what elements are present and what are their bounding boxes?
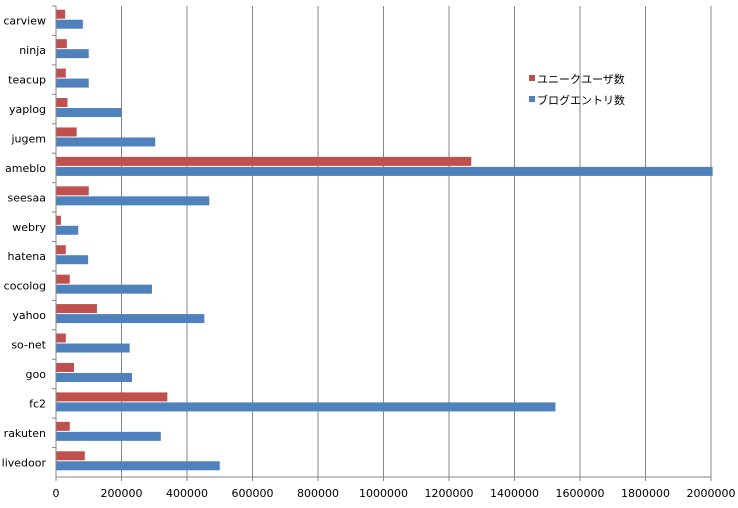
category-label: ameblo [5, 162, 46, 175]
category-label: so-net [11, 339, 46, 352]
category-label: carview [3, 15, 46, 28]
bar-unique-users [56, 392, 168, 402]
bar-unique-users [56, 156, 472, 166]
bar-blog-entries [56, 255, 89, 265]
category-label: cocolog [4, 280, 46, 293]
bar-unique-users [56, 68, 66, 78]
x-tick-label: 2000000 [687, 487, 736, 500]
bar-blog-entries [56, 284, 152, 294]
x-tick-label: 0 [53, 487, 60, 500]
bar-blog-entries [56, 225, 79, 235]
x-tick-label: 800000 [297, 487, 339, 500]
x-tick-label: 200000 [101, 487, 143, 500]
bar-unique-users [56, 245, 66, 255]
bar-blog-entries [56, 372, 132, 382]
category-labels: carview ninja teacup yaplog jugem ameblo seesa… [2, 5, 56, 469]
x-tick-label: 1800000 [621, 487, 670, 500]
category-label: hatena [7, 250, 46, 263]
category-label: yaplog [9, 103, 46, 116]
bars [56, 9, 713, 471]
bar-unique-users [56, 215, 61, 225]
x-tick-label: 1200000 [425, 487, 474, 500]
bar-blog-entries [56, 49, 89, 59]
bar-unique-users [56, 127, 77, 137]
bar-blog-entries [56, 108, 122, 118]
category-label: ninja [19, 44, 46, 57]
bar-unique-users [56, 304, 97, 314]
bar-blog-entries [56, 19, 83, 29]
bar-blog-entries [56, 196, 210, 206]
bar-unique-users [56, 98, 68, 108]
bar-blog-entries [56, 461, 220, 471]
x-tick-label: 600000 [232, 487, 274, 500]
legend-label: ユニークユーザ数 [537, 73, 625, 86]
category-label: teacup [8, 74, 46, 87]
bar-unique-users [56, 9, 66, 19]
legend-label: ブログエントリ数 [537, 93, 625, 107]
bar-blog-entries [56, 343, 130, 353]
bar-blog-entries [56, 137, 156, 147]
category-label: goo [26, 368, 47, 381]
x-tick-label: 1600000 [556, 487, 605, 500]
bar-blog-entries [56, 402, 556, 412]
category-label: fc2 [29, 397, 46, 410]
bar-unique-users [56, 333, 66, 343]
category-label: yahoo [12, 309, 46, 322]
legend-swatch [529, 75, 535, 81]
gridlines [55, 6, 712, 481]
bar-unique-users [56, 274, 70, 284]
x-tick-label: 1400000 [490, 487, 539, 500]
bar-blog-entries [56, 166, 713, 176]
bar-unique-users [56, 362, 75, 372]
category-label: webry [12, 221, 46, 234]
bar-unique-users [56, 421, 70, 431]
category-label: jugem [11, 132, 47, 145]
bar-blog-entries [56, 78, 89, 88]
x-tick-labels: 0 200000 400000 600000 800000 1000000 1200000 1… [53, 487, 736, 500]
bar-blog-entries [56, 431, 161, 441]
legend-swatch [529, 96, 535, 102]
bar-unique-users [56, 451, 85, 461]
category-label: livedoor [2, 456, 47, 469]
x-tick-label: 1000000 [359, 487, 408, 500]
bar-unique-users [56, 39, 67, 49]
category-label: seesaa [8, 191, 46, 204]
bar-blog-entries [56, 314, 205, 324]
bar-unique-users [56, 186, 89, 196]
category-label: rakuten [4, 427, 46, 440]
x-tick-label: 400000 [166, 487, 208, 500]
